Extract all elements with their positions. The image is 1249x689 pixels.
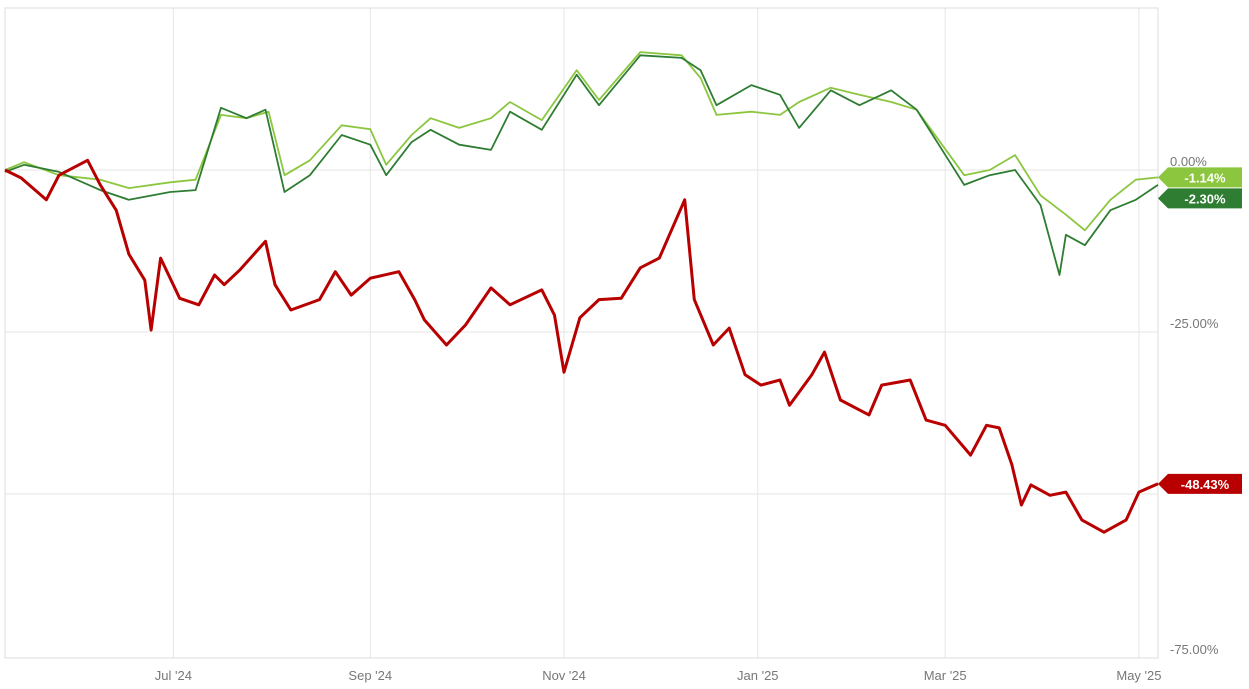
y-axis: 0.00% -25.00% -75.00% bbox=[1170, 154, 1219, 657]
badge-shape bbox=[1158, 188, 1242, 209]
x-tick-label: Mar '25 bbox=[924, 668, 967, 683]
badge-label: -2.30% bbox=[1184, 191, 1226, 206]
y-tick-label: 0.00% bbox=[1170, 154, 1207, 169]
badge-shape bbox=[1158, 167, 1242, 188]
last-value-badge: -2.30% bbox=[1158, 188, 1242, 209]
series-lines bbox=[4, 51, 1159, 534]
x-tick-label: Jan '25 bbox=[737, 668, 779, 683]
last-value-badges: -1.14% -2.30% -48.43% bbox=[1158, 167, 1242, 494]
series-line bbox=[4, 158, 1159, 534]
badge-label: -48.43% bbox=[1181, 477, 1230, 492]
last-value-badge: -1.14% bbox=[1158, 167, 1242, 188]
series-line bbox=[4, 54, 1159, 276]
badge-label: -1.14% bbox=[1184, 170, 1226, 185]
grid bbox=[5, 8, 1158, 658]
y-tick-label: -75.00% bbox=[1170, 642, 1219, 657]
x-tick-label: Sep '24 bbox=[348, 668, 392, 683]
y-tick-label: -25.00% bbox=[1170, 316, 1219, 331]
series-line bbox=[4, 51, 1159, 232]
plot-frame bbox=[4, 7, 1159, 659]
x-axis: Jul '24 Sep '24 Nov '24 Jan '25 Mar '25 May '… bbox=[155, 668, 1162, 683]
x-tick-label: May '25 bbox=[1116, 668, 1161, 683]
badge-shape bbox=[1158, 473, 1242, 494]
x-tick-label: Nov '24 bbox=[542, 668, 586, 683]
x-tick-label: Jul '24 bbox=[155, 668, 192, 683]
last-value-badge: -48.43% bbox=[1158, 473, 1242, 494]
